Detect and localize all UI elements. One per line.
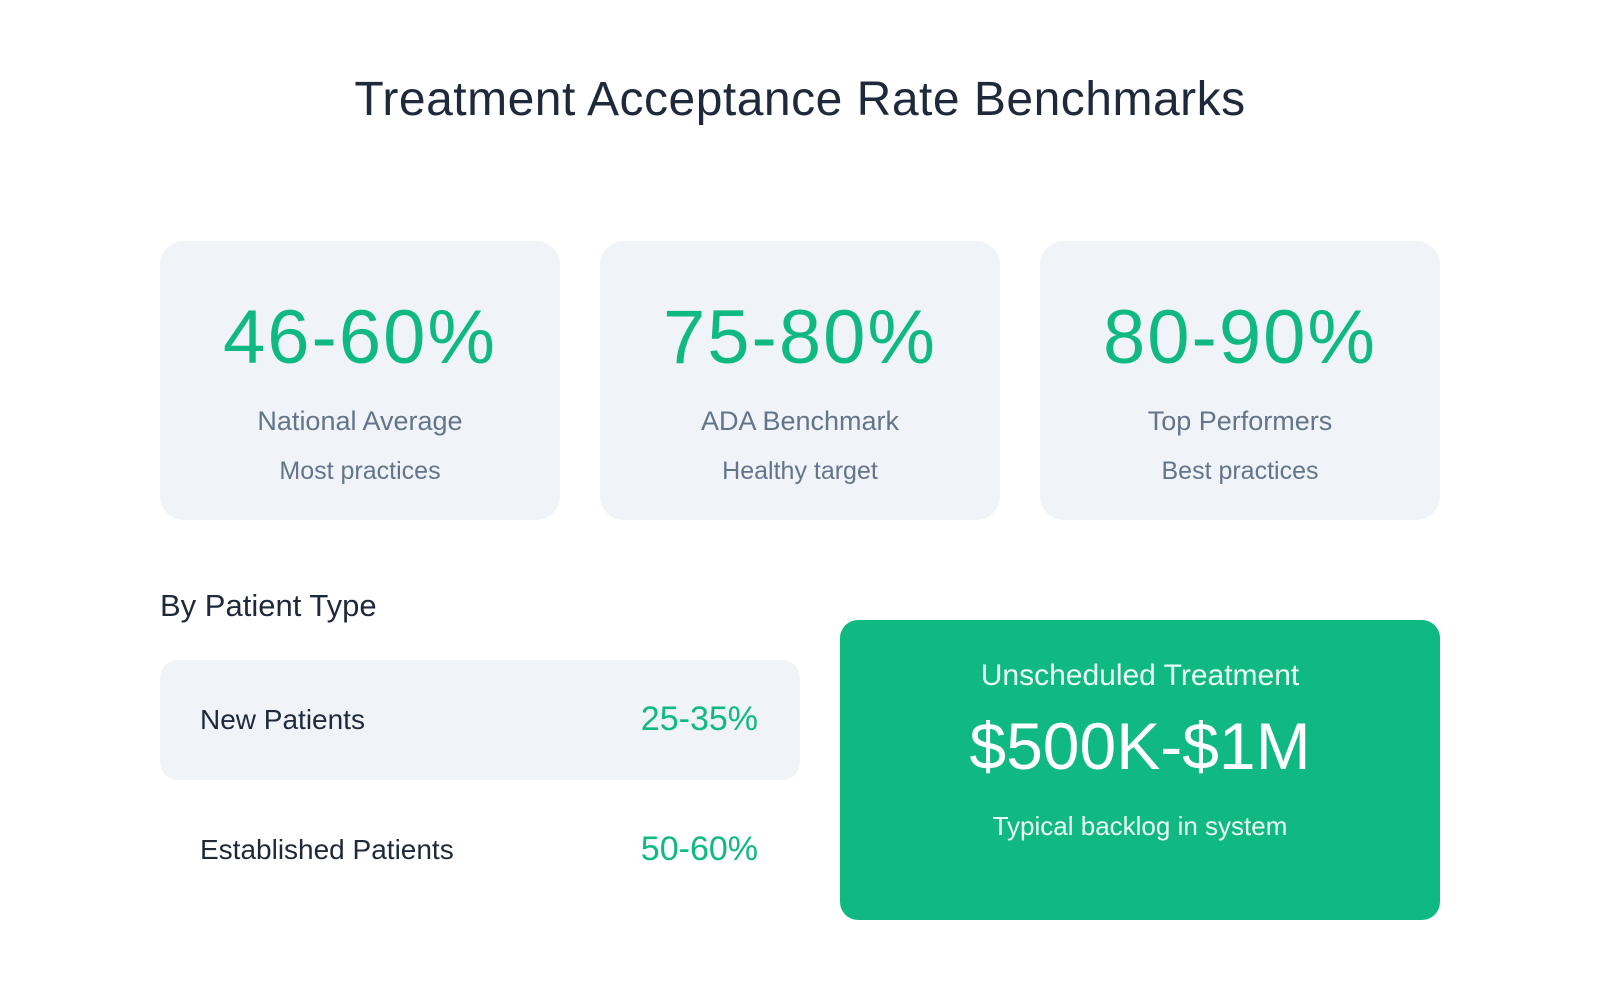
unscheduled-subtext: Typical backlog in system bbox=[992, 811, 1288, 841]
patient-type-name: New Patients bbox=[200, 704, 365, 735]
benchmark-subtext: Healthy target bbox=[722, 457, 878, 485]
benchmark-card-ada: 75-80% ADA Benchmark Healthy target bbox=[600, 241, 1000, 520]
benchmark-label: ADA Benchmark bbox=[700, 406, 900, 436]
unscheduled-value: $500K-$1M bbox=[969, 709, 1311, 783]
benchmark-value: 46-60% bbox=[223, 295, 497, 380]
patient-type-row-new: New Patients 25-35% bbox=[160, 660, 800, 780]
page-title: Treatment Acceptance Rate Benchmarks bbox=[354, 73, 1246, 126]
section-heading-patient-type: By Patient Type bbox=[160, 588, 377, 623]
patient-type-value: 25-35% bbox=[640, 700, 758, 738]
benchmark-label: Top Performers bbox=[1147, 406, 1333, 436]
benchmark-label: National Average bbox=[257, 406, 463, 436]
benchmark-subtext: Most practices bbox=[279, 457, 441, 485]
patient-type-value: 50-60% bbox=[640, 830, 758, 868]
patient-type-name: Established Patients bbox=[200, 834, 454, 865]
benchmark-value: 80-90% bbox=[1103, 295, 1377, 380]
benchmark-card-national-average: 46-60% National Average Most practices bbox=[160, 241, 560, 520]
benchmark-card-top-performers: 80-90% Top Performers Best practices bbox=[1040, 241, 1440, 520]
unscheduled-label: Unscheduled Treatment bbox=[980, 659, 1300, 692]
patient-type-row-established: Established Patients 50-60% bbox=[160, 790, 800, 910]
unscheduled-treatment-card: Unscheduled Treatment $500K-$1M Typical … bbox=[840, 620, 1440, 920]
benchmark-value: 75-80% bbox=[663, 295, 937, 380]
benchmark-subtext: Best practices bbox=[1161, 457, 1319, 485]
